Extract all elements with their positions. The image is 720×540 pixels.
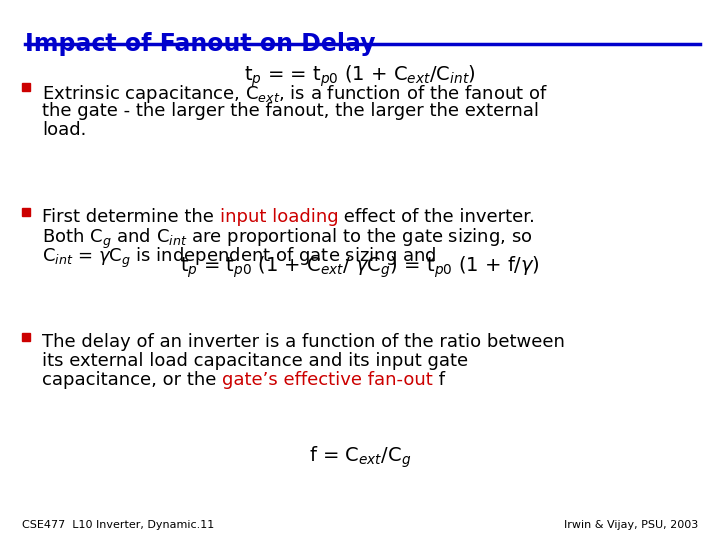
Text: CSE477  L10 Inverter, Dynamic.11: CSE477 L10 Inverter, Dynamic.11 [22,520,215,530]
Text: capacitance, or the: capacitance, or the [42,371,222,389]
Text: Extrinsic capacitance, C$_{ext}$, is a function of the fanout of: Extrinsic capacitance, C$_{ext}$, is a f… [42,83,548,105]
Text: t$_p$ = t$_{p0}$ (1 + C$_{ext}$/ $\gamma$C$_g$) = t$_{p0}$ (1 + f/$\gamma$): t$_p$ = t$_{p0}$ (1 + C$_{ext}$/ $\gamma… [180,255,540,280]
Text: The delay of an inverter is a function of the ratio between: The delay of an inverter is a function o… [42,333,565,351]
Text: t$_p$ = = t$_{p0}$ (1 + C$_{ext}$/C$_{int}$): t$_p$ = = t$_{p0}$ (1 + C$_{ext}$/C$_{in… [244,64,476,90]
FancyBboxPatch shape [22,208,30,216]
FancyBboxPatch shape [22,83,30,91]
Text: Irwin & Vijay, PSU, 2003: Irwin & Vijay, PSU, 2003 [564,520,698,530]
Text: C$_{int}$ = $\gamma$C$_g$ is independent of gate sizing and: C$_{int}$ = $\gamma$C$_g$ is independent… [42,246,436,270]
Text: effect of the inverter.: effect of the inverter. [338,208,535,226]
Text: Both C$_g$ and C$_{int}$ are proportional to the gate sizing, so: Both C$_g$ and C$_{int}$ are proportiona… [42,227,533,251]
Text: f: f [433,371,445,389]
Text: the gate - the larger the fanout, the larger the external: the gate - the larger the fanout, the la… [42,102,539,120]
Text: input loading: input loading [220,208,338,226]
Text: f = C$_{ext}$/C$_g$: f = C$_{ext}$/C$_g$ [309,445,411,470]
Text: gate’s effective fan-out: gate’s effective fan-out [222,371,433,389]
Text: Impact of Fanout on Delay: Impact of Fanout on Delay [25,32,376,56]
Text: First determine the: First determine the [42,208,220,226]
Text: load.: load. [42,121,86,139]
Text: its external load capacitance and its input gate: its external load capacitance and its in… [42,352,468,370]
FancyBboxPatch shape [22,333,30,341]
